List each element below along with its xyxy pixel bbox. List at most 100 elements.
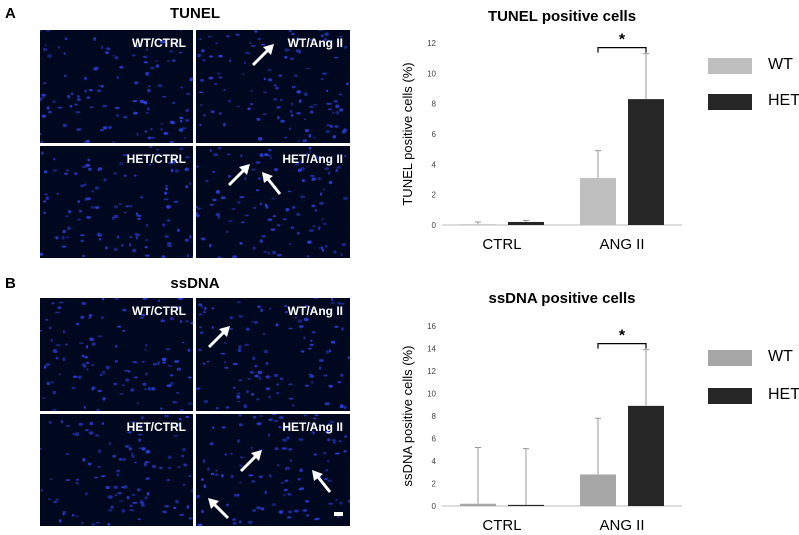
legend-item-wt: WT bbox=[708, 56, 799, 76]
nucleus-dot bbox=[122, 154, 128, 157]
nucleus-dot bbox=[326, 102, 332, 105]
nucleus-dot bbox=[165, 187, 168, 191]
nucleus-dot bbox=[277, 464, 280, 467]
nucleus-dot bbox=[244, 214, 249, 217]
nucleus-dot bbox=[161, 255, 166, 258]
nucleus-dot bbox=[113, 485, 118, 489]
nucleus-dot bbox=[266, 387, 270, 391]
nucleus-dot bbox=[88, 89, 93, 92]
nucleus-dot bbox=[141, 447, 146, 451]
nucleus-dot bbox=[78, 422, 84, 426]
nucleus-dot bbox=[268, 418, 273, 421]
nucleus-dot bbox=[88, 314, 93, 317]
nucleus-dot bbox=[336, 166, 341, 169]
nucleus-dot bbox=[254, 364, 258, 368]
nucleus-dot bbox=[100, 129, 104, 132]
nucleus-dot bbox=[306, 514, 310, 517]
nucleus-dot bbox=[287, 307, 291, 310]
nucleus-dot bbox=[166, 205, 171, 209]
nucleus-dot bbox=[290, 57, 294, 60]
nucleus-dot bbox=[44, 44, 47, 47]
nucleus-dot bbox=[308, 240, 312, 243]
nucleus-dot bbox=[348, 499, 350, 503]
nucleus-dot bbox=[243, 61, 246, 64]
nucleus-dot bbox=[131, 493, 136, 497]
nucleus-dot bbox=[300, 167, 305, 171]
nucleus-dot bbox=[224, 366, 229, 369]
nucleus-dot bbox=[148, 85, 151, 88]
nuclei-texture bbox=[40, 30, 193, 143]
nucleus-dot bbox=[263, 251, 268, 253]
nucleus-dot bbox=[309, 174, 315, 177]
nucleus-dot bbox=[114, 298, 119, 300]
nucleus-dot bbox=[285, 207, 290, 212]
nucleus-dot bbox=[247, 107, 251, 111]
nucleus-dot bbox=[114, 56, 119, 60]
nucleus-dot bbox=[292, 404, 295, 407]
nucleus-dot bbox=[142, 382, 147, 386]
micrograph-tile: HET/Ang II bbox=[196, 414, 350, 526]
nucleus-dot bbox=[84, 356, 89, 359]
nucleus-dot bbox=[222, 122, 226, 127]
nucleus-dot bbox=[253, 321, 259, 324]
nucleus-dot bbox=[176, 367, 182, 371]
nucleus-dot bbox=[62, 123, 67, 128]
nucleus-dot bbox=[44, 193, 48, 195]
nucleus-dot bbox=[232, 386, 236, 389]
nucleus-dot bbox=[224, 361, 227, 364]
nucleus-dot bbox=[145, 372, 148, 376]
nucleus-dot bbox=[298, 488, 302, 491]
nucleus-dot bbox=[196, 387, 201, 390]
nucleus-dot bbox=[162, 95, 167, 98]
nucleus-dot bbox=[48, 420, 52, 425]
nucleus-dot bbox=[327, 171, 331, 175]
nucleus-dot bbox=[296, 112, 301, 115]
nucleus-dot bbox=[256, 422, 262, 426]
nucleus-dot bbox=[124, 369, 129, 372]
tile-label: WT/CTRL bbox=[132, 36, 186, 50]
nucleus-dot bbox=[151, 387, 156, 391]
nucleus-dot bbox=[57, 106, 63, 109]
legend-swatch-het bbox=[708, 388, 752, 404]
nucleus-dot bbox=[270, 475, 273, 478]
nucleus-dot bbox=[314, 209, 317, 212]
nucleus-dot bbox=[325, 245, 328, 248]
nucleus-dot bbox=[238, 379, 243, 382]
nucleus-dot bbox=[151, 464, 157, 469]
tile-label: WT/Ang II bbox=[287, 304, 343, 318]
nucleus-dot bbox=[91, 523, 96, 526]
nucleus-dot bbox=[41, 93, 46, 97]
nucleus-dot bbox=[289, 243, 292, 245]
nucleus-dot bbox=[267, 251, 271, 255]
nucleus-dot bbox=[160, 40, 166, 44]
nucleus-dot bbox=[325, 469, 328, 472]
nucleus-dot bbox=[299, 468, 303, 473]
significance-bracket bbox=[597, 343, 647, 349]
nucleus-dot bbox=[337, 301, 342, 305]
nucleus-dot bbox=[178, 51, 183, 54]
nuclei-texture bbox=[197, 30, 349, 143]
nucleus-dot bbox=[145, 71, 150, 76]
nucleus-dot bbox=[323, 38, 327, 42]
nucleus-dot bbox=[305, 152, 309, 157]
legend-label-wt: WT bbox=[768, 348, 793, 365]
nucleus-dot bbox=[322, 223, 328, 225]
nucleus-dot bbox=[238, 315, 244, 318]
nucleus-dot bbox=[166, 242, 172, 245]
nucleus-dot bbox=[198, 348, 202, 352]
nucleus-dot bbox=[94, 476, 98, 479]
nucleus-dot bbox=[297, 477, 301, 481]
nucleus-dot bbox=[273, 373, 279, 377]
panel-letter-a: A bbox=[5, 5, 16, 22]
nucleus-dot bbox=[116, 235, 120, 239]
nucleus-dot bbox=[290, 226, 295, 229]
nucleus-dot bbox=[159, 466, 163, 469]
nucleus-dot bbox=[113, 205, 119, 209]
nucleus-dot bbox=[138, 447, 142, 450]
arrow-icon bbox=[208, 498, 230, 520]
nucleus-dot bbox=[236, 105, 241, 108]
nucleus-dot bbox=[89, 421, 94, 426]
nucleus-dot bbox=[230, 474, 234, 479]
nucleus-dot bbox=[144, 388, 147, 391]
nucleus-dot bbox=[145, 344, 148, 347]
